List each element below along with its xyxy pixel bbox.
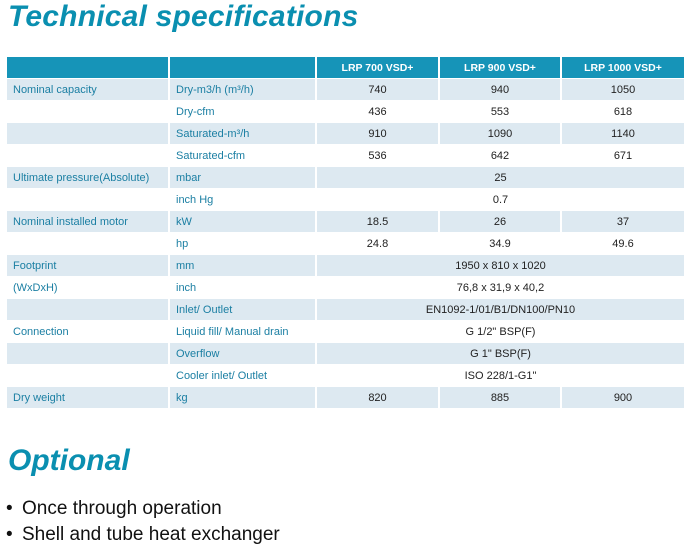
value-cell-lrp700: 24.8 <box>316 232 440 255</box>
header-model-lrp700: LRP 700 VSD+ <box>316 57 440 79</box>
row-unit: mbar <box>169 166 317 189</box>
value-cell-all-models: 76,8 x 31,9 x 40,2 <box>316 276 686 299</box>
value-cell-lrp900: 940 <box>439 78 562 101</box>
optional-list: • Once through operation • Shell and tube … <box>6 496 280 548</box>
value-cell-lrp700: 536 <box>316 144 440 167</box>
optional-title: Optional <box>8 444 130 477</box>
row-unit: Saturated-cfm <box>169 144 317 167</box>
row-label: Ultimate pressure(Absolute) <box>7 166 170 189</box>
value-cell-lrp900: 553 <box>439 100 562 123</box>
value-cell-lrp1000: 900 <box>561 386 686 409</box>
value-cell-lrp1000: 49.6 <box>561 232 686 255</box>
table-row: Cooler inlet/ Outlet ISO 228/1-G1" <box>7 364 686 387</box>
table-row: Dry-cfm 436 553 618 <box>7 100 686 123</box>
value-cell-lrp700: 436 <box>316 100 440 123</box>
row-label <box>7 298 170 321</box>
table-row: hp 24.8 34.9 49.6 <box>7 232 686 255</box>
specifications-table: LRP 700 VSD+ LRP 900 VSD+ LRP 1000 VSD+ … <box>7 57 686 409</box>
row-label: Connection <box>7 320 170 343</box>
table-header-row: LRP 700 VSD+ LRP 900 VSD+ LRP 1000 VSD+ <box>7 57 686 79</box>
row-label: Nominal installed motor <box>7 210 170 233</box>
row-label <box>7 100 170 123</box>
table-row: Inlet/ Outlet EN1092-1/01/B1/DN100/PN10 <box>7 298 686 321</box>
value-cell-all-models: G 1/2" BSP(F) <box>316 320 686 343</box>
value-cell-lrp900: 26 <box>439 210 562 233</box>
table-row: (WxDxH) inch 76,8 x 31,9 x 40,2 <box>7 276 686 299</box>
value-cell-all-models: 1950 x 810 x 1020 <box>316 254 686 277</box>
list-item: • Once through operation <box>6 496 280 522</box>
list-item-text: Once through operation <box>22 498 222 519</box>
value-cell-lrp700: 910 <box>316 122 440 145</box>
row-unit: Dry-cfm <box>169 100 317 123</box>
row-unit: Dry-m3/h (m³/h) <box>169 78 317 101</box>
row-unit: Liquid fill/ Manual drain <box>169 320 317 343</box>
value-cell-all-models: 0.7 <box>316 188 686 211</box>
row-label: Dry weight <box>7 386 170 409</box>
table-row: Footprint mm 1950 x 810 x 1020 <box>7 254 686 277</box>
value-cell-all-models: 25 <box>316 166 686 189</box>
value-cell-all-models: ISO 228/1-G1" <box>316 364 686 387</box>
header-model-lrp1000: LRP 1000 VSD+ <box>561 57 686 79</box>
row-label <box>7 364 170 387</box>
table-row: Ultimate pressure(Absolute) mbar 25 <box>7 166 686 189</box>
value-cell-lrp700: 820 <box>316 386 440 409</box>
value-cell-lrp900: 642 <box>439 144 562 167</box>
row-unit: Overflow <box>169 342 317 365</box>
header-blank-cell <box>7 57 170 79</box>
row-unit: inch <box>169 276 317 299</box>
row-label <box>7 188 170 211</box>
table-row: inch Hg 0.7 <box>7 188 686 211</box>
value-cell-lrp1000: 37 <box>561 210 686 233</box>
value-cell-lrp1000: 671 <box>561 144 686 167</box>
table-row: Connection Liquid fill/ Manual drain G 1/2… <box>7 320 686 343</box>
row-label: Nominal capacity <box>7 78 170 101</box>
page-title: Technical specifications <box>8 0 359 33</box>
row-label <box>7 144 170 167</box>
list-item-text: Shell and tube heat exchanger <box>22 524 280 545</box>
table-row: Overflow G 1" BSP(F) <box>7 342 686 365</box>
row-unit: mm <box>169 254 317 277</box>
value-cell-lrp1000: 1050 <box>561 78 686 101</box>
row-label: Footprint <box>7 254 170 277</box>
table-row: Nominal capacity Dry-m3/h (m³/h) 740 940 105… <box>7 78 686 101</box>
value-cell-lrp1000: 618 <box>561 100 686 123</box>
list-item: • Shell and tube heat exchanger <box>6 522 280 548</box>
value-cell-lrp1000: 1140 <box>561 122 686 145</box>
row-unit: Cooler inlet/ Outlet <box>169 364 317 387</box>
table-row: Saturated-m³/h 910 1090 1140 <box>7 122 686 145</box>
bullet: • <box>6 498 13 519</box>
row-label: (WxDxH) <box>7 276 170 299</box>
row-unit: kW <box>169 210 317 233</box>
value-cell-lrp700: 18.5 <box>316 210 440 233</box>
row-unit: inch Hg <box>169 188 317 211</box>
bullet: • <box>6 524 13 545</box>
value-cell-lrp900: 1090 <box>439 122 562 145</box>
header-model-lrp900: LRP 900 VSD+ <box>439 57 562 79</box>
header-blank-cell <box>169 57 317 79</box>
row-unit: Inlet/ Outlet <box>169 298 317 321</box>
row-label <box>7 122 170 145</box>
value-cell-lrp700: 740 <box>316 78 440 101</box>
row-unit: kg <box>169 386 317 409</box>
value-cell-lrp900: 885 <box>439 386 562 409</box>
value-cell-all-models: G 1" BSP(F) <box>316 342 686 365</box>
row-label <box>7 342 170 365</box>
table-row: Saturated-cfm 536 642 671 <box>7 144 686 167</box>
row-unit: hp <box>169 232 317 255</box>
row-unit: Saturated-m³/h <box>169 122 317 145</box>
table-row: Nominal installed motor kW 18.5 26 37 <box>7 210 686 233</box>
table-row: Dry weight kg 820 885 900 <box>7 386 686 409</box>
row-label <box>7 232 170 255</box>
value-cell-lrp900: 34.9 <box>439 232 562 255</box>
value-cell-all-models: EN1092-1/01/B1/DN100/PN10 <box>316 298 686 321</box>
